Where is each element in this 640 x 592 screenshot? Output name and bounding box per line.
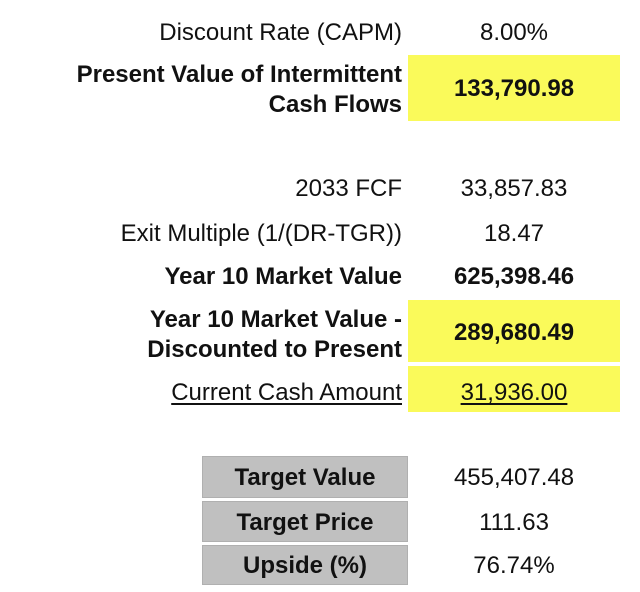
exit-multiple-value: 18.47 — [483, 220, 545, 247]
pv-intermittent-label-line2: Cash Flows — [268, 91, 402, 118]
year10-discounted-value: 289,680.49 — [453, 319, 575, 346]
fcf-2033-value: 33,857.83 — [460, 175, 568, 202]
year10-discounted-label-line2: Discounted to Present — [147, 336, 402, 363]
upside-value: 76.74% — [473, 552, 555, 579]
year10-discounted-highlight — [408, 300, 620, 362]
target-value-label: Target Value — [234, 464, 376, 491]
upside-cell: Upside (%) — [202, 545, 408, 585]
upside-label: Upside (%) — [242, 552, 367, 579]
current-cash-highlight — [408, 366, 620, 412]
exit-multiple-label: Exit Multiple (1/(DR-TGR)) — [120, 220, 402, 247]
target-price-label: Target Price — [236, 509, 374, 536]
discount-rate-value: 8.00% — [479, 19, 549, 46]
year10-discounted-label-line1: Year 10 Market Value - — [149, 306, 402, 333]
current-cash-label: Current Cash Amount — [171, 379, 402, 406]
fcf-2033-label: 2033 FCF — [295, 175, 402, 202]
discount-rate-label: Discount Rate (CAPM) — [159, 19, 402, 46]
year10-mv-label: Year 10 Market Value — [164, 263, 403, 290]
target-price-value: 111.63 — [479, 509, 549, 536]
pv-intermittent-value: 133,790.98 — [453, 75, 575, 102]
pv-intermittent-label-line1: Present Value of Intermittent — [76, 61, 402, 88]
pv-intermittent-highlight — [408, 55, 620, 121]
current-cash-value: 31,936.00 — [460, 379, 568, 406]
target-value-value: 455,407.48 — [453, 464, 575, 491]
target-value-cell: Target Value — [202, 456, 408, 498]
target-price-cell: Target Price — [202, 501, 408, 542]
year10-mv-value: 625,398.46 — [453, 263, 575, 290]
